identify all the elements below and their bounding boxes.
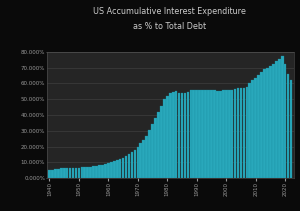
Bar [204,90,207,178]
Bar [245,87,248,178]
Bar [130,152,133,178]
Bar [231,90,233,178]
Bar [75,168,77,178]
Bar [269,66,272,178]
Bar [198,90,201,178]
Bar [225,90,228,178]
Bar [148,130,151,178]
Text: US Accumulative Interest Expenditure: US Accumulative Interest Expenditure [93,7,246,16]
Bar [181,93,183,178]
Bar [216,91,219,178]
Bar [107,163,110,178]
Bar [240,88,242,178]
Bar [95,166,98,178]
Bar [257,75,260,178]
Bar [54,169,57,178]
Bar [48,170,51,178]
Bar [104,164,107,178]
Bar [154,118,157,178]
Bar [119,159,122,178]
Bar [284,64,286,178]
Bar [281,56,284,178]
Bar [163,99,166,178]
Bar [166,96,169,178]
Bar [157,112,160,178]
Bar [275,61,278,178]
Bar [290,80,292,178]
Bar [151,124,154,178]
Bar [260,72,263,178]
Bar [116,160,118,178]
Bar [193,90,195,178]
Bar [98,165,101,178]
Bar [83,167,86,178]
Bar [210,90,213,178]
Text: as % to Total Debt: as % to Total Debt [133,22,206,31]
Bar [89,167,92,178]
Bar [86,167,89,178]
Bar [272,64,275,178]
Bar [60,168,63,178]
Bar [228,90,230,178]
Bar [72,168,74,178]
Bar [80,167,83,178]
Bar [110,162,112,178]
Bar [251,80,254,178]
Bar [219,91,222,178]
Bar [278,59,280,178]
Bar [254,78,257,178]
Bar [57,169,60,178]
Bar [287,74,290,178]
Bar [172,92,175,178]
Bar [51,170,54,178]
Bar [128,154,130,178]
Bar [113,161,116,178]
Bar [237,88,239,178]
Bar [169,93,172,178]
Bar [122,158,124,178]
Bar [78,168,80,178]
Bar [142,139,145,178]
Bar [234,89,236,178]
Bar [66,168,68,178]
Bar [160,106,163,178]
Bar [175,91,178,178]
Bar [178,93,180,178]
Bar [184,93,186,178]
Bar [134,150,136,178]
Bar [222,91,225,178]
Bar [125,156,128,178]
Bar [213,91,216,178]
Bar [266,68,269,178]
Bar [146,135,148,178]
Bar [187,92,189,178]
Bar [207,90,210,178]
Bar [263,69,266,178]
Bar [195,90,198,178]
Bar [243,88,245,178]
Bar [101,165,104,178]
Bar [92,166,95,178]
Bar [248,83,251,178]
Bar [140,143,142,178]
Bar [201,90,204,178]
Bar [190,91,192,178]
Bar [69,168,71,178]
Bar [136,147,139,178]
Bar [63,168,65,178]
